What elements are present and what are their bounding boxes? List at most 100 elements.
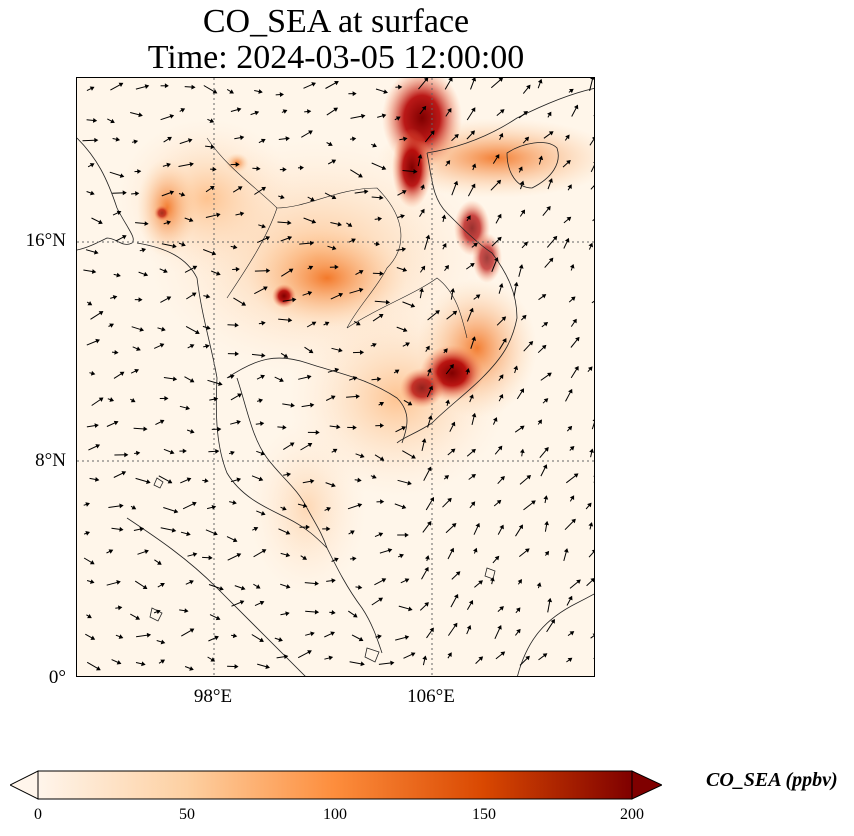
wind-arrow-head — [425, 234, 431, 240]
wind-arrow-head — [588, 522, 594, 527]
wind-arrow-head — [121, 471, 127, 476]
wind-arrow-head — [490, 576, 495, 582]
wind-arrow-head — [404, 532, 409, 538]
wind-arrow-head — [379, 401, 385, 407]
wind-arrow-head — [118, 634, 124, 639]
wind-arrow-head — [473, 547, 478, 553]
wind-arrow-head — [279, 377, 284, 382]
wind-arrow-head — [133, 139, 139, 145]
wind-arrow-head — [468, 600, 474, 605]
wind-arrow-head — [450, 288, 455, 293]
wind-arrow-head — [444, 264, 449, 270]
wind-arrow-head — [499, 374, 504, 380]
wind-arrow-head — [548, 257, 554, 263]
wind-arrow-head — [265, 664, 270, 670]
wind-arrow-head — [307, 374, 312, 380]
wind-arrow-head — [259, 421, 265, 427]
lon-label-98e: 98°E — [193, 686, 233, 707]
wind-arrow-head — [98, 397, 104, 402]
wind-arrow-head — [139, 526, 145, 532]
wind-arrow-head — [283, 353, 289, 358]
wind-arrow-head — [215, 448, 220, 454]
wind-arrow-head — [542, 653, 548, 658]
wind-arrow-head — [498, 132, 504, 138]
wind-arrow-head — [427, 466, 432, 472]
wind-arrow-head — [519, 448, 525, 454]
wind-arrow-head — [326, 526, 331, 532]
wind-arrow-head — [236, 553, 242, 558]
wind-arrow — [593, 323, 594, 324]
wind-arrow-head — [256, 166, 261, 171]
wind-arrow-head — [282, 109, 288, 114]
wind-arrow-head — [253, 526, 259, 532]
wind-arrow-head — [543, 495, 549, 500]
wind-arrow-head — [575, 336, 580, 342]
wind-arrow — [592, 219, 594, 222]
wind-arrow-head — [518, 264, 524, 269]
colorbar-gradient — [37, 770, 633, 800]
colorbar-extend-min — [10, 770, 39, 800]
wind-arrow-head — [443, 348, 448, 353]
wind-arrow-head — [315, 430, 320, 435]
wind-arrow-head — [211, 504, 217, 510]
wind-arrow-head — [402, 327, 408, 333]
wind-arrow-head — [330, 631, 335, 636]
wind-arrow-head — [89, 86, 95, 91]
concentration-field — [117, 78, 594, 598]
wind-arrow-head — [537, 419, 542, 425]
wind-arrow-head — [160, 639, 166, 645]
wind-arrow-head — [144, 221, 149, 226]
wind-arrow-head — [430, 130, 435, 136]
wind-arrow-head — [378, 597, 384, 602]
wind-arrow-head — [87, 301, 93, 306]
wind-arrow-head — [471, 448, 476, 454]
wind-arrow-head — [232, 633, 238, 639]
wind-arrow-head — [285, 584, 291, 589]
wind-arrow-head — [112, 295, 118, 300]
wind-arrow-head — [331, 578, 336, 584]
wind-arrow-head — [96, 666, 101, 671]
wind-arrow-head — [569, 264, 575, 269]
wind-arrow-head — [285, 136, 290, 142]
wind-arrow-head — [307, 291, 313, 296]
wind-arrow-head — [544, 447, 549, 452]
wind-arrow-head — [258, 476, 264, 482]
wind-arrow-head — [255, 584, 261, 589]
lon-label-106e: 106°E — [407, 686, 455, 707]
wind-arrow-head — [471, 474, 476, 479]
wind-arrow-head — [185, 405, 191, 411]
wind-arrow-head — [469, 263, 475, 268]
wind-arrow-head — [523, 241, 528, 247]
wind-arrow-head — [524, 548, 530, 553]
wind-arrow-head — [410, 303, 416, 308]
wind-arrow-head — [330, 395, 336, 400]
wind-arrow-head — [377, 216, 383, 222]
wind-arrow-head — [137, 169, 142, 174]
wind-arrow-head — [167, 479, 173, 484]
wind-arrow-head — [541, 294, 547, 299]
wind-arrow-head — [189, 579, 194, 585]
wind-arrow-head — [288, 268, 294, 273]
wind-arrow-head — [521, 314, 527, 320]
wind-arrow-head — [280, 194, 285, 200]
wind-arrow-head — [400, 214, 405, 219]
wind-arrow-head — [230, 374, 235, 380]
wind-arrow-head — [453, 180, 459, 186]
wind-arrow-head — [108, 549, 114, 554]
wind-arrow-head — [98, 311, 104, 316]
wind-arrow-head — [172, 376, 178, 382]
wind-arrow-head — [565, 134, 570, 140]
wind-arrow-head — [311, 219, 317, 224]
wind-arrow-head — [260, 450, 266, 456]
wind-arrow-head — [566, 216, 572, 222]
wind-arrow-head — [404, 578, 410, 583]
wind-arrow — [593, 115, 594, 117]
wind-arrow-head — [401, 247, 407, 252]
wind-arrow-head — [563, 548, 569, 553]
wind-arrow-head — [473, 242, 478, 248]
wind-arrow-head — [451, 421, 456, 427]
wind-arrow-head — [239, 600, 245, 605]
wind-arrow-head — [328, 141, 333, 147]
wind-arrow-head — [116, 580, 121, 585]
wind-arrow-head — [385, 299, 391, 305]
